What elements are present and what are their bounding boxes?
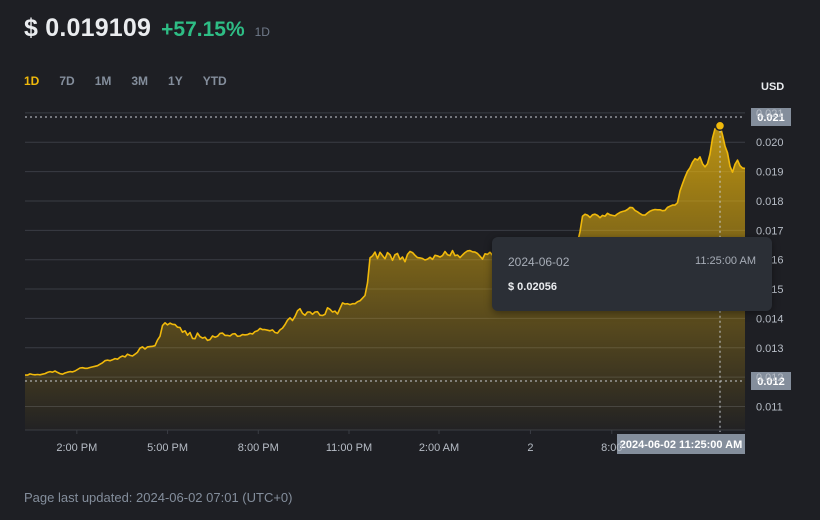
hover-point-marker bbox=[714, 120, 726, 132]
y-axis-unit: USD bbox=[761, 81, 784, 93]
last-updated-text: Page last updated: 2024-06-02 07:01 (UTC… bbox=[24, 490, 293, 505]
x-tick-label: 5:00 PM bbox=[147, 442, 188, 454]
tab-7d[interactable]: 7D bbox=[59, 74, 75, 88]
low-price-badge: 0.012 bbox=[757, 376, 785, 388]
x-tick-label: 8:00 PM bbox=[238, 442, 279, 454]
y-tick-label: 0.012 bbox=[756, 372, 784, 384]
high-price-badge: 0.021 bbox=[757, 112, 785, 124]
low-price-badge-bg bbox=[751, 372, 791, 390]
tab-1d[interactable]: 1D bbox=[24, 74, 40, 88]
y-axis: 0.0110.0120.0130.0140.0150.0160.0170.018… bbox=[756, 81, 784, 414]
tab-1m[interactable]: 1M bbox=[94, 74, 112, 88]
crosshair: 0.021 0.012 2024-06-02 11:25:00 AM bbox=[25, 108, 791, 454]
tab-ytd[interactable]: YTD bbox=[202, 74, 227, 88]
price-change-percent: +57.15% bbox=[161, 18, 245, 41]
change-period: 1D bbox=[254, 25, 270, 39]
high-price-badge-bg bbox=[751, 108, 791, 126]
tab-1y[interactable]: 1Y bbox=[168, 74, 183, 88]
price-tooltip: 2024-06-02 11:25:00 AM $ 0.02056 bbox=[492, 237, 772, 311]
y-tick-label: 0.011 bbox=[756, 402, 783, 414]
y-tick-label: 0.017 bbox=[756, 225, 784, 237]
x-tick-label: 2:00 AM bbox=[419, 442, 459, 454]
x-tick-label: 2:00 PM bbox=[56, 442, 97, 454]
tab-3m[interactable]: 3M bbox=[131, 74, 149, 88]
tooltip-time: 11:25:00 AM bbox=[695, 255, 756, 267]
y-tick-label: 0.013 bbox=[756, 343, 784, 355]
x-tick-label: 11:00 PM bbox=[326, 442, 372, 454]
price-area-fill bbox=[25, 125, 745, 431]
price-header: $ 0.019109 +57.15% 1D bbox=[24, 14, 270, 43]
x-axis: 2:00 PM 5:00 PM 8:00 PM 11:00 PM 2:00 AM 2 8:0… bbox=[56, 430, 623, 454]
x-tick-label: 2 bbox=[527, 442, 533, 454]
y-tick-label: 0.018 bbox=[756, 196, 784, 208]
y-tick-label: 0.019 bbox=[756, 167, 784, 179]
y-tick-label: 0.021 bbox=[756, 108, 784, 120]
tooltip-date: 2024-06-02 bbox=[508, 255, 570, 269]
crosshair-time-badge-bg bbox=[617, 434, 745, 454]
x-tick-label: 8:00 bbox=[601, 442, 622, 454]
crosshair-time-badge: 2024-06-02 11:25:00 AM bbox=[620, 439, 743, 451]
y-tick-label: 0.014 bbox=[756, 313, 784, 325]
tooltip-price: $ 0.02056 bbox=[508, 281, 557, 293]
y-tick-label: 0.020 bbox=[756, 137, 784, 149]
current-price: $ 0.019109 bbox=[24, 14, 152, 42]
price-area bbox=[25, 125, 746, 431]
price-line bbox=[25, 125, 746, 376]
timeframe-tabs: 1D 7D 1M 3M 1Y YTD bbox=[24, 74, 247, 88]
